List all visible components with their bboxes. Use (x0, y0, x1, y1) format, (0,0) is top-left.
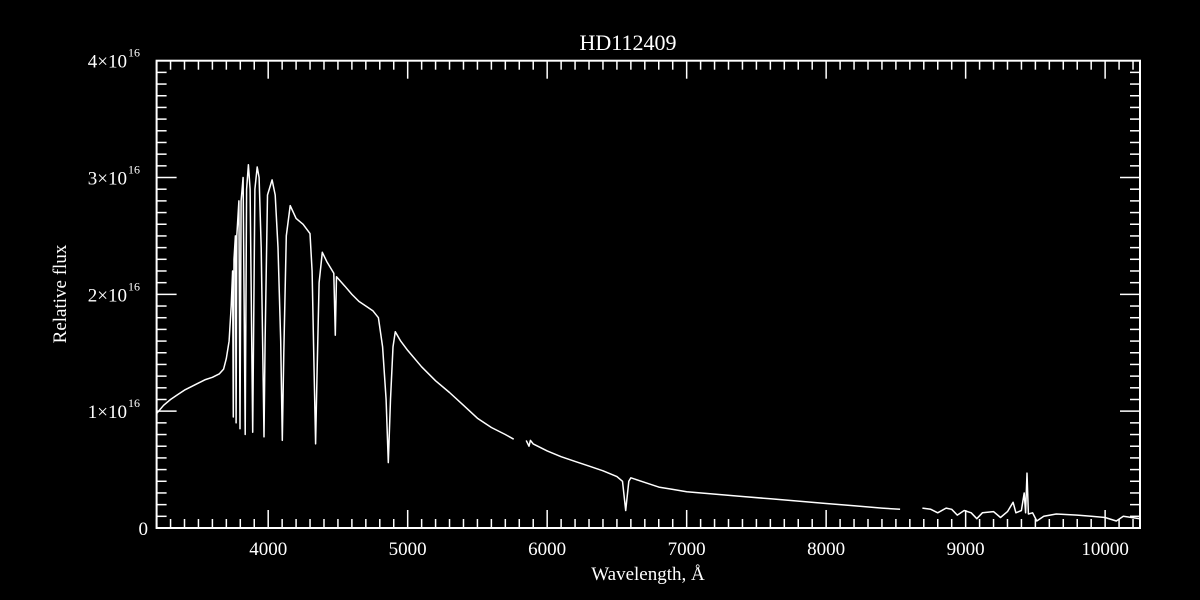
axes (155, 59, 1142, 529)
x-axis-label: Wavelength, Å (591, 564, 705, 585)
y-tick-mantissa: 2×10 (88, 285, 127, 306)
x-tick-label: 5000 (389, 539, 427, 560)
y-tick-exponent: 16 (128, 279, 140, 293)
x-tick-label: 9000 (947, 539, 985, 560)
y-tick-mantissa: 4×10 (88, 52, 127, 73)
spectrum-line-segment (922, 472, 1141, 522)
spectrum-series (156, 163, 1141, 522)
y-tick-exponent: 16 (128, 46, 140, 60)
x-tick-label: 7000 (668, 539, 706, 560)
y-tick-label: 3×10 (88, 169, 127, 190)
spectrum-line-segment (525, 439, 901, 512)
y-tick-exponent: 16 (128, 163, 140, 177)
y-tick-mantissa: 1×10 (88, 402, 127, 423)
x-tick-label: 10000 (1081, 539, 1129, 560)
y-tick-label: 0 (139, 519, 149, 540)
y-tick-exponent: 16 (128, 396, 140, 410)
y-tick-mantissa: 3×10 (88, 169, 127, 190)
spectrum-line-segment (156, 163, 515, 464)
y-tick-label: 4×10 (88, 52, 127, 73)
y-axis-label: Relative flux (50, 244, 71, 343)
y-tick-mantissa: 0 (139, 519, 149, 540)
y-tick-label: 1×10 (88, 402, 127, 423)
y-tick-label: 2×10 (88, 285, 127, 306)
chart-title: HD112409 (580, 30, 677, 55)
x-tick-label: 6000 (528, 539, 566, 560)
x-tick-label: 4000 (249, 539, 287, 560)
x-tick-label: 8000 (807, 539, 845, 560)
